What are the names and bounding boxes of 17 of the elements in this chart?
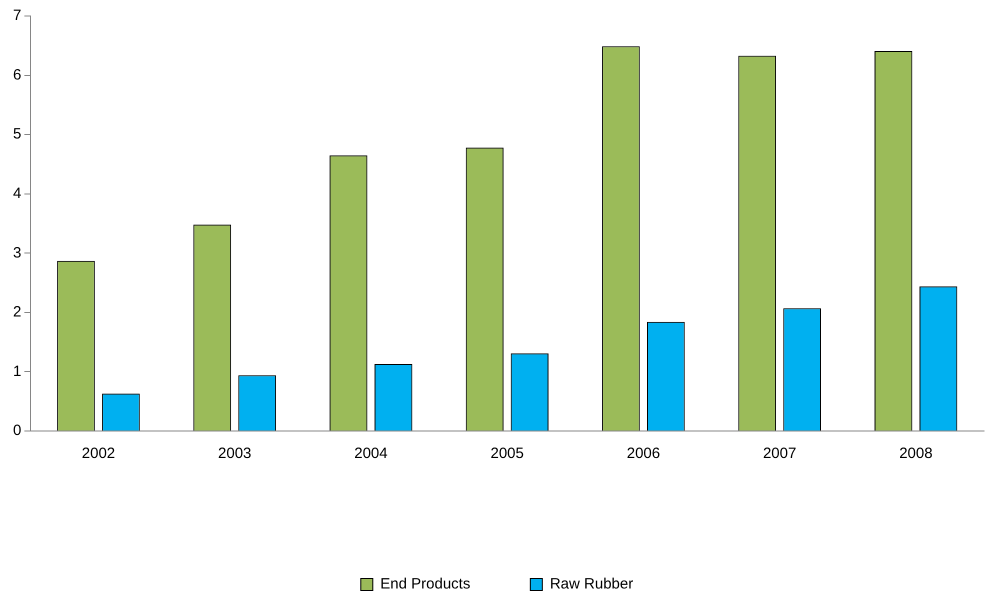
legend-label: End Products bbox=[380, 576, 470, 593]
x-tick-label: 2008 bbox=[899, 445, 933, 462]
x-tick-label: 2007 bbox=[762, 445, 796, 462]
x-tick-label: 2004 bbox=[354, 445, 388, 462]
y-tick-label: 2 bbox=[13, 304, 22, 321]
y-tick-label: 3 bbox=[13, 244, 22, 262]
y-tick-label: 6 bbox=[13, 66, 22, 84]
x-tick-label: 2006 bbox=[626, 445, 660, 462]
legend-label: Raw Rubber bbox=[550, 576, 634, 593]
y-tick-label: 5 bbox=[13, 126, 22, 143]
y-tick-label: 7 bbox=[13, 7, 22, 24]
y-tick-label: 1 bbox=[13, 362, 22, 380]
x-tick-label: 2002 bbox=[82, 445, 116, 462]
y-tick-label: 0 bbox=[13, 422, 22, 440]
x-tick-label: 2005 bbox=[490, 445, 524, 462]
y-tick-label: 4 bbox=[13, 185, 22, 202]
x-tick-label: 2003 bbox=[218, 445, 252, 462]
